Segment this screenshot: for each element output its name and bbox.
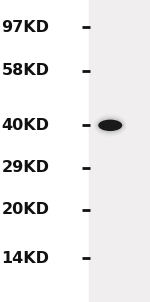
Ellipse shape (95, 116, 125, 135)
Text: 58KD: 58KD (2, 63, 50, 79)
Text: 20KD: 20KD (2, 202, 50, 217)
Ellipse shape (98, 120, 122, 131)
Text: 97KD: 97KD (2, 20, 50, 35)
Bar (89, 0, 150, 302)
Text: 40KD: 40KD (2, 118, 50, 133)
Text: 14KD: 14KD (2, 251, 50, 266)
Ellipse shape (97, 118, 124, 133)
Text: 29KD: 29KD (2, 160, 50, 175)
